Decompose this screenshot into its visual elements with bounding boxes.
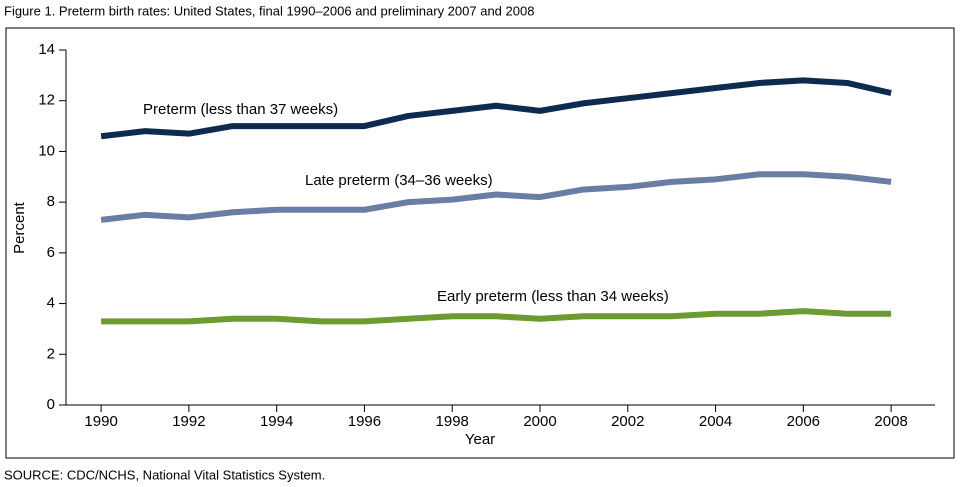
chart-title: Figure 1. Preterm birth rates: United St…: [4, 3, 534, 18]
x-tick-label: 1998: [436, 413, 469, 430]
x-tick-label: 2004: [699, 413, 732, 430]
y-tick-label: 8: [47, 193, 55, 210]
series-line: [101, 308, 892, 325]
y-tick-label: 10: [38, 142, 55, 159]
x-tick-label: 2002: [611, 413, 644, 430]
series-label: Early preterm (less than 34 weeks): [437, 288, 669, 305]
x-axis-label: Year: [465, 431, 495, 448]
x-tick-label: 1992: [172, 413, 205, 430]
y-tick-label: 0: [47, 396, 55, 413]
frame: [5, 27, 955, 459]
x-tick-label: 1990: [84, 413, 117, 430]
x-tick-label: 2006: [787, 413, 820, 430]
y-tick-label: 2: [47, 345, 55, 362]
series-line: [100, 171, 892, 223]
series-label: Preterm (less than 37 weeks): [143, 101, 338, 118]
source-note: SOURCE: CDC/NCHS, National Vital Statist…: [4, 467, 325, 482]
x-tick-label: 2000: [523, 413, 556, 430]
y-tick-label: 12: [38, 92, 55, 109]
y-tick-label: 4: [47, 295, 55, 312]
series-label: Late preterm (34–36 weeks): [305, 172, 493, 189]
x-tick-label: 1994: [260, 413, 293, 430]
x-tick-label: 1996: [348, 413, 381, 430]
series-line: [100, 77, 892, 140]
x-tick-label: 2008: [874, 413, 907, 430]
y-tick-label: 14: [38, 41, 55, 58]
y-axis-label: Percent: [11, 201, 28, 254]
y-tick-label: 6: [47, 244, 55, 261]
